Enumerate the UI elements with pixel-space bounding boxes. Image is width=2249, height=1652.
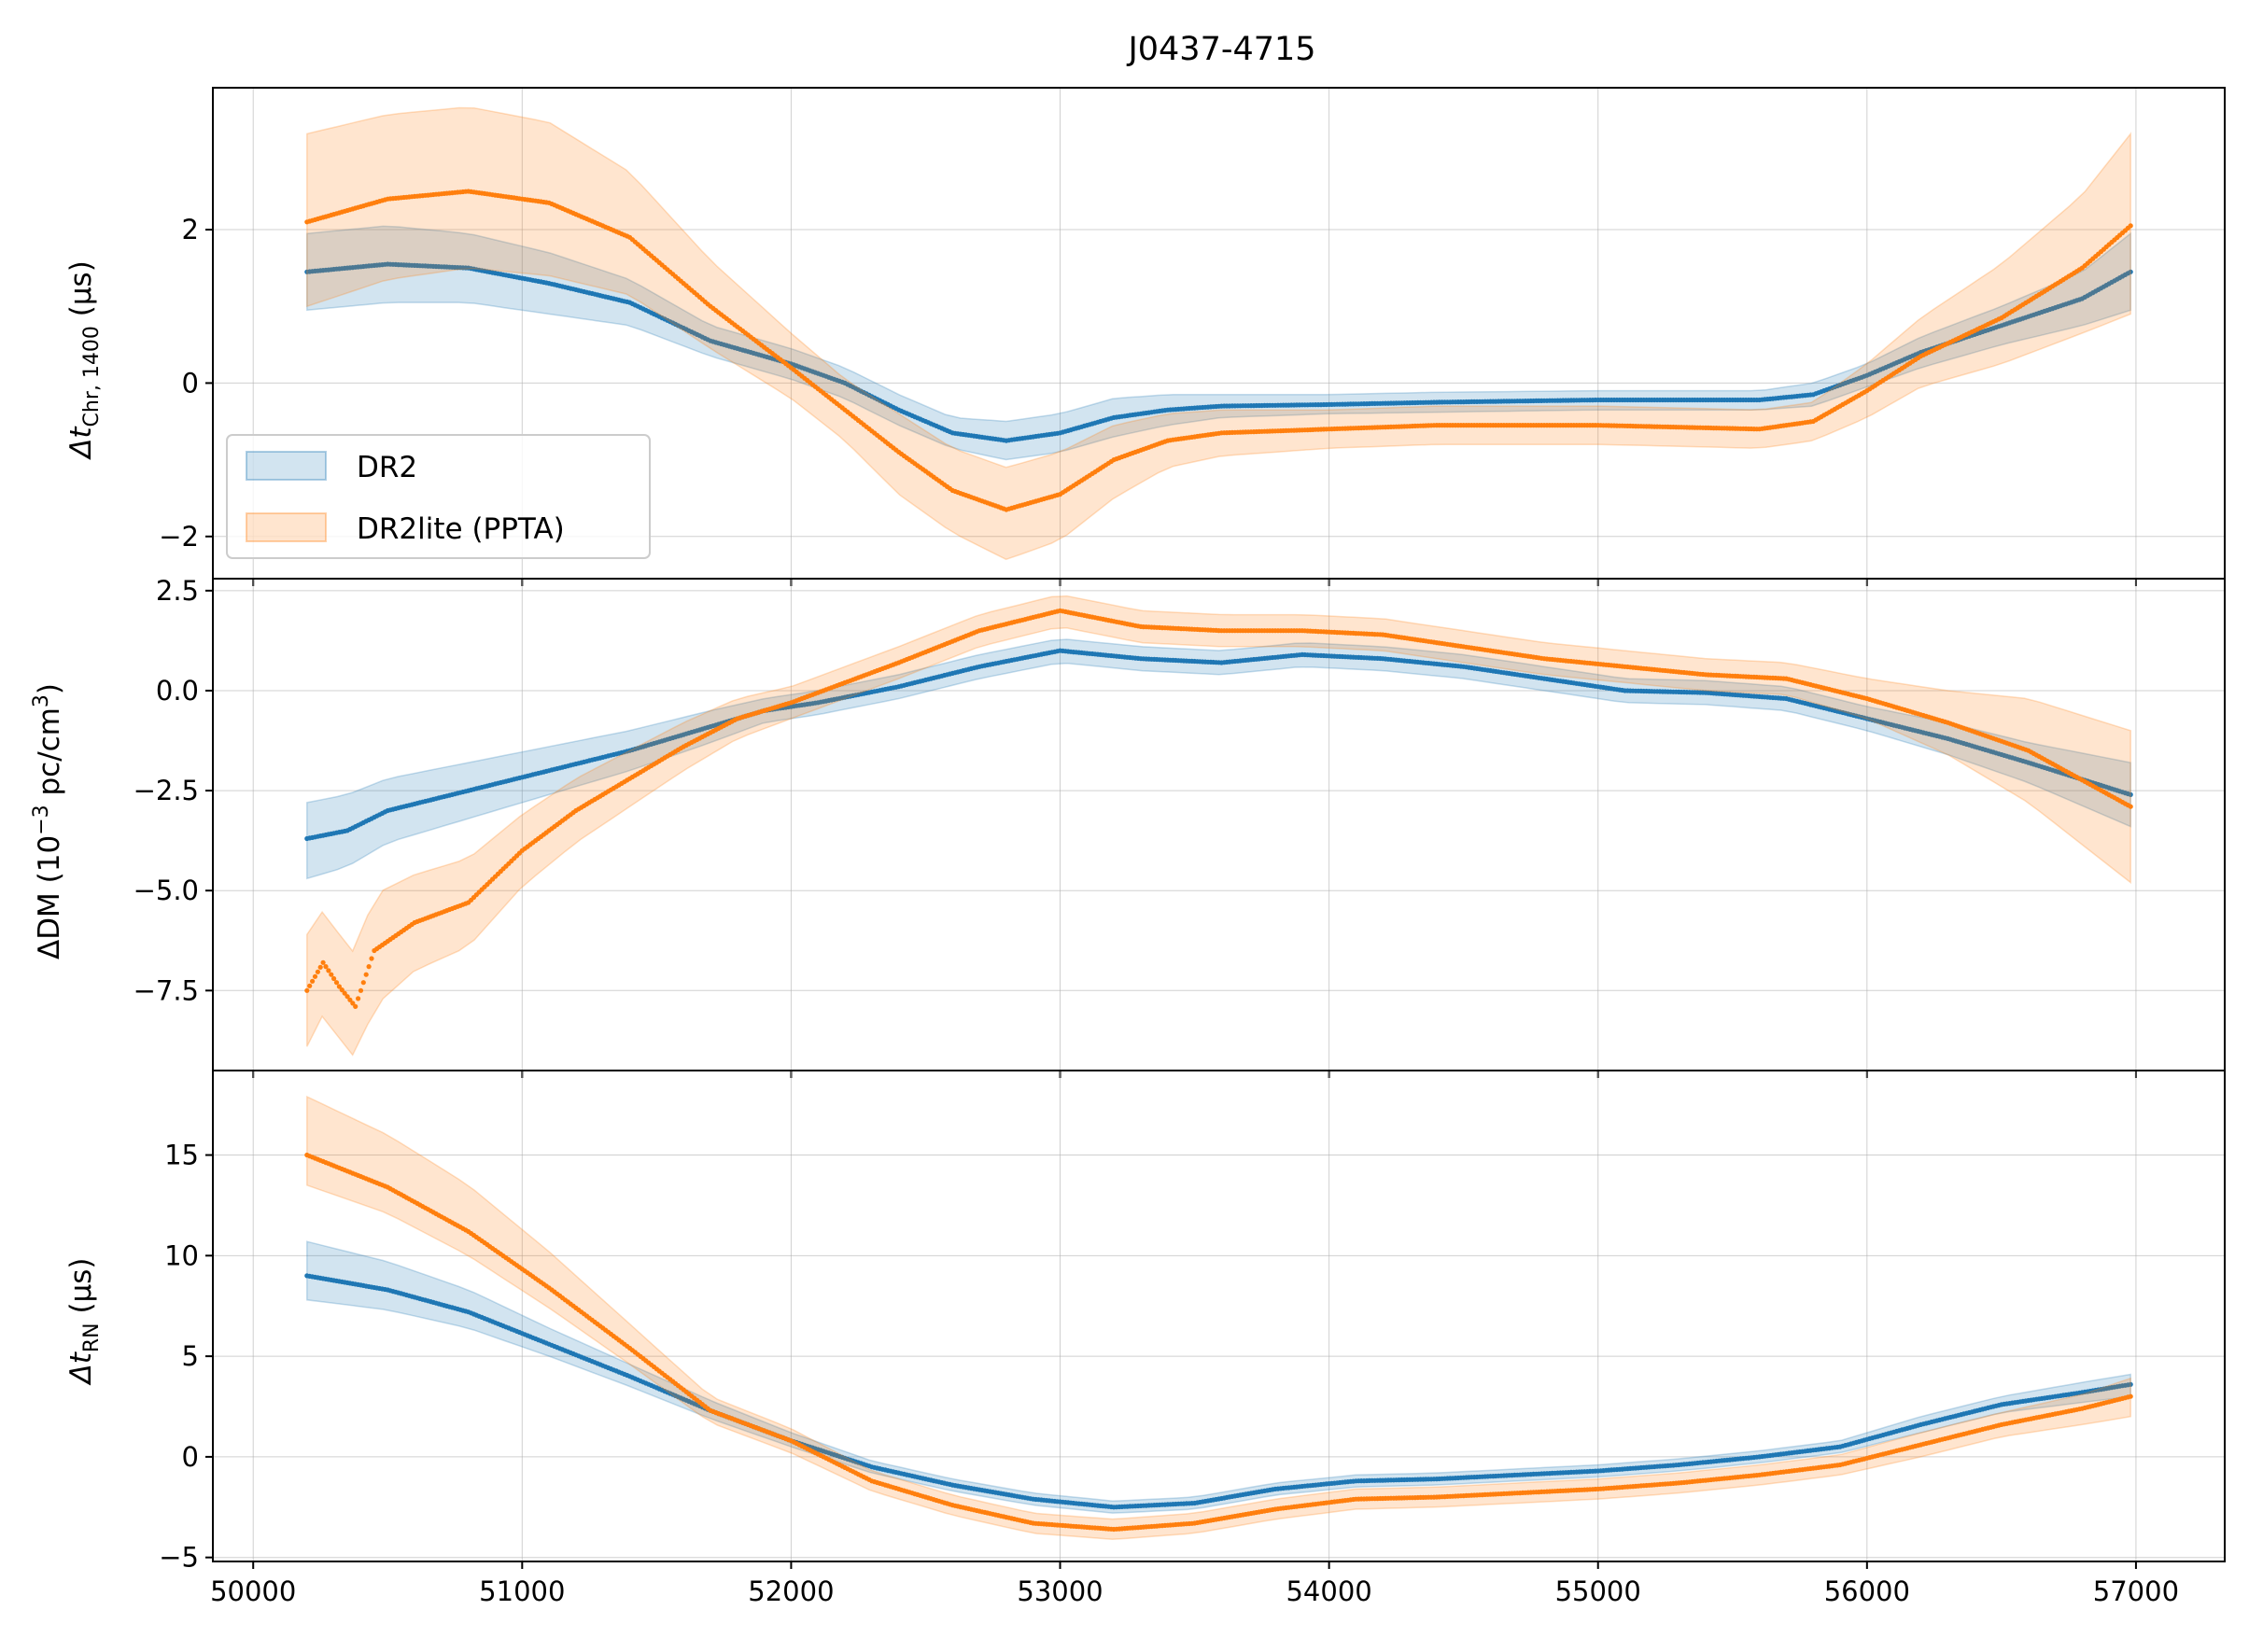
y-tick-label: 15 — [164, 1140, 199, 1171]
panel-chromatic: −2 0 2 — [159, 87, 2226, 586]
x-tick-label: 57000 — [2093, 1575, 2179, 1607]
point-dr2lite — [315, 969, 320, 974]
chart-title: J0437-4715 — [1126, 31, 1315, 68]
point-dr2lite — [2128, 1393, 2133, 1399]
y-tick-label: 2.5 — [156, 575, 199, 607]
panel-dm: −7.5 −5.0 −2.5 0.0 2.5 — [134, 575, 2226, 1078]
legend-swatch-dr2 — [246, 451, 327, 481]
ylabel-dm: ΔDM (10−3 pc/cm3) — [30, 683, 66, 959]
ylabel-red-noise: ΔtRN (μs) — [64, 1257, 104, 1385]
point-dr2lite — [363, 972, 369, 977]
point-dr2lite — [339, 987, 344, 993]
legend: DR2 DR2lite (PPTA) — [226, 434, 651, 559]
point-dr2lite — [320, 959, 326, 965]
point-dr2lite — [344, 994, 350, 1000]
point-dr2lite — [307, 983, 313, 988]
point-dr2lite — [2128, 804, 2133, 809]
x-tick-label: 50000 — [210, 1575, 296, 1607]
ylabel-chromatic-sub: Chr, 1400 — [80, 326, 104, 427]
x-tick-label: 54000 — [1286, 1575, 1371, 1607]
x-tick-label: 52000 — [748, 1575, 834, 1607]
ylabel-dm-mid: pc/cm — [33, 707, 66, 805]
ylabel-dm-sup: −3 — [30, 805, 53, 834]
point-dr2lite — [317, 964, 323, 970]
y-tick-label: −2 — [159, 521, 199, 553]
x-tick-label: 53000 — [1017, 1575, 1103, 1607]
y-tick-label: −7.5 — [134, 974, 199, 1006]
ylabel-red-noise-sub: RN — [80, 1323, 104, 1352]
point-dr2lite — [369, 956, 374, 961]
y-tick-label: 5 — [182, 1340, 199, 1372]
point-dr2lite — [353, 1003, 358, 1009]
ylabel-dm-main: ΔDM (10 — [33, 835, 66, 959]
band-dr2lite — [306, 1095, 2131, 1540]
x-tick-label: 51000 — [479, 1575, 565, 1607]
point-dr2lite — [350, 1001, 356, 1006]
y-tick-label: 2 — [182, 214, 199, 245]
ylabel-chromatic-main: Δt — [64, 426, 98, 460]
ylabel-red-noise-unit: (μs) — [64, 1257, 98, 1323]
band-dr2 — [306, 638, 2131, 880]
y-tick-label: 0.0 — [156, 675, 199, 707]
point-dr2lite — [336, 984, 342, 989]
x-tick-label: 55000 — [1555, 1575, 1641, 1607]
point-dr2lite — [333, 980, 340, 986]
point-dr2lite — [347, 997, 353, 1002]
legend-label-dr2lite: DR2lite (PPTA) — [357, 512, 565, 546]
y-tick-label: −2.5 — [134, 775, 199, 806]
ylabel-dm-sup2: 3 — [30, 694, 53, 707]
legend-label-dr2: DR2 — [357, 451, 417, 484]
point-dr2lite — [366, 964, 372, 970]
y-tick-label: 0 — [182, 1441, 199, 1473]
ylabel-chromatic: ΔtChr, 1400 (μs) — [64, 260, 104, 460]
x-tick-label: 56000 — [1824, 1575, 1910, 1607]
y-tick-label: −5.0 — [134, 875, 199, 906]
y-tick-label: 0 — [182, 367, 199, 399]
point-dr2lite — [331, 975, 337, 982]
point-dr2lite — [358, 987, 364, 993]
point-dr2lite — [356, 996, 361, 1001]
point-dr2lite — [360, 980, 366, 986]
point-dr2 — [2128, 269, 2133, 274]
y-tick-label: 10 — [164, 1239, 199, 1271]
point-dr2lite — [342, 990, 347, 996]
point-dr2lite — [2128, 223, 2133, 229]
point-dr2lite — [329, 972, 334, 977]
y-tick-label: −5 — [159, 1542, 199, 1574]
ylabel-chromatic-unit: (μs) — [64, 260, 98, 326]
legend-swatch-dr2lite — [246, 512, 327, 542]
panel-red-noise: −5 0 5 10 15 50000 51000 52000 53000 54000 55000 56… — [159, 1070, 2226, 1607]
point-dr2lite — [304, 987, 310, 993]
point-dr2lite — [312, 973, 318, 979]
point-dr2lite — [326, 968, 331, 973]
ylabel-red-noise-main: Δt — [64, 1351, 98, 1385]
point-dr2lite — [323, 964, 329, 970]
point-dr2 — [2128, 791, 2133, 798]
ylabel-dm-end: ) — [33, 683, 66, 694]
point-dr2lite — [310, 978, 316, 984]
band-dr2lite — [306, 106, 2131, 561]
